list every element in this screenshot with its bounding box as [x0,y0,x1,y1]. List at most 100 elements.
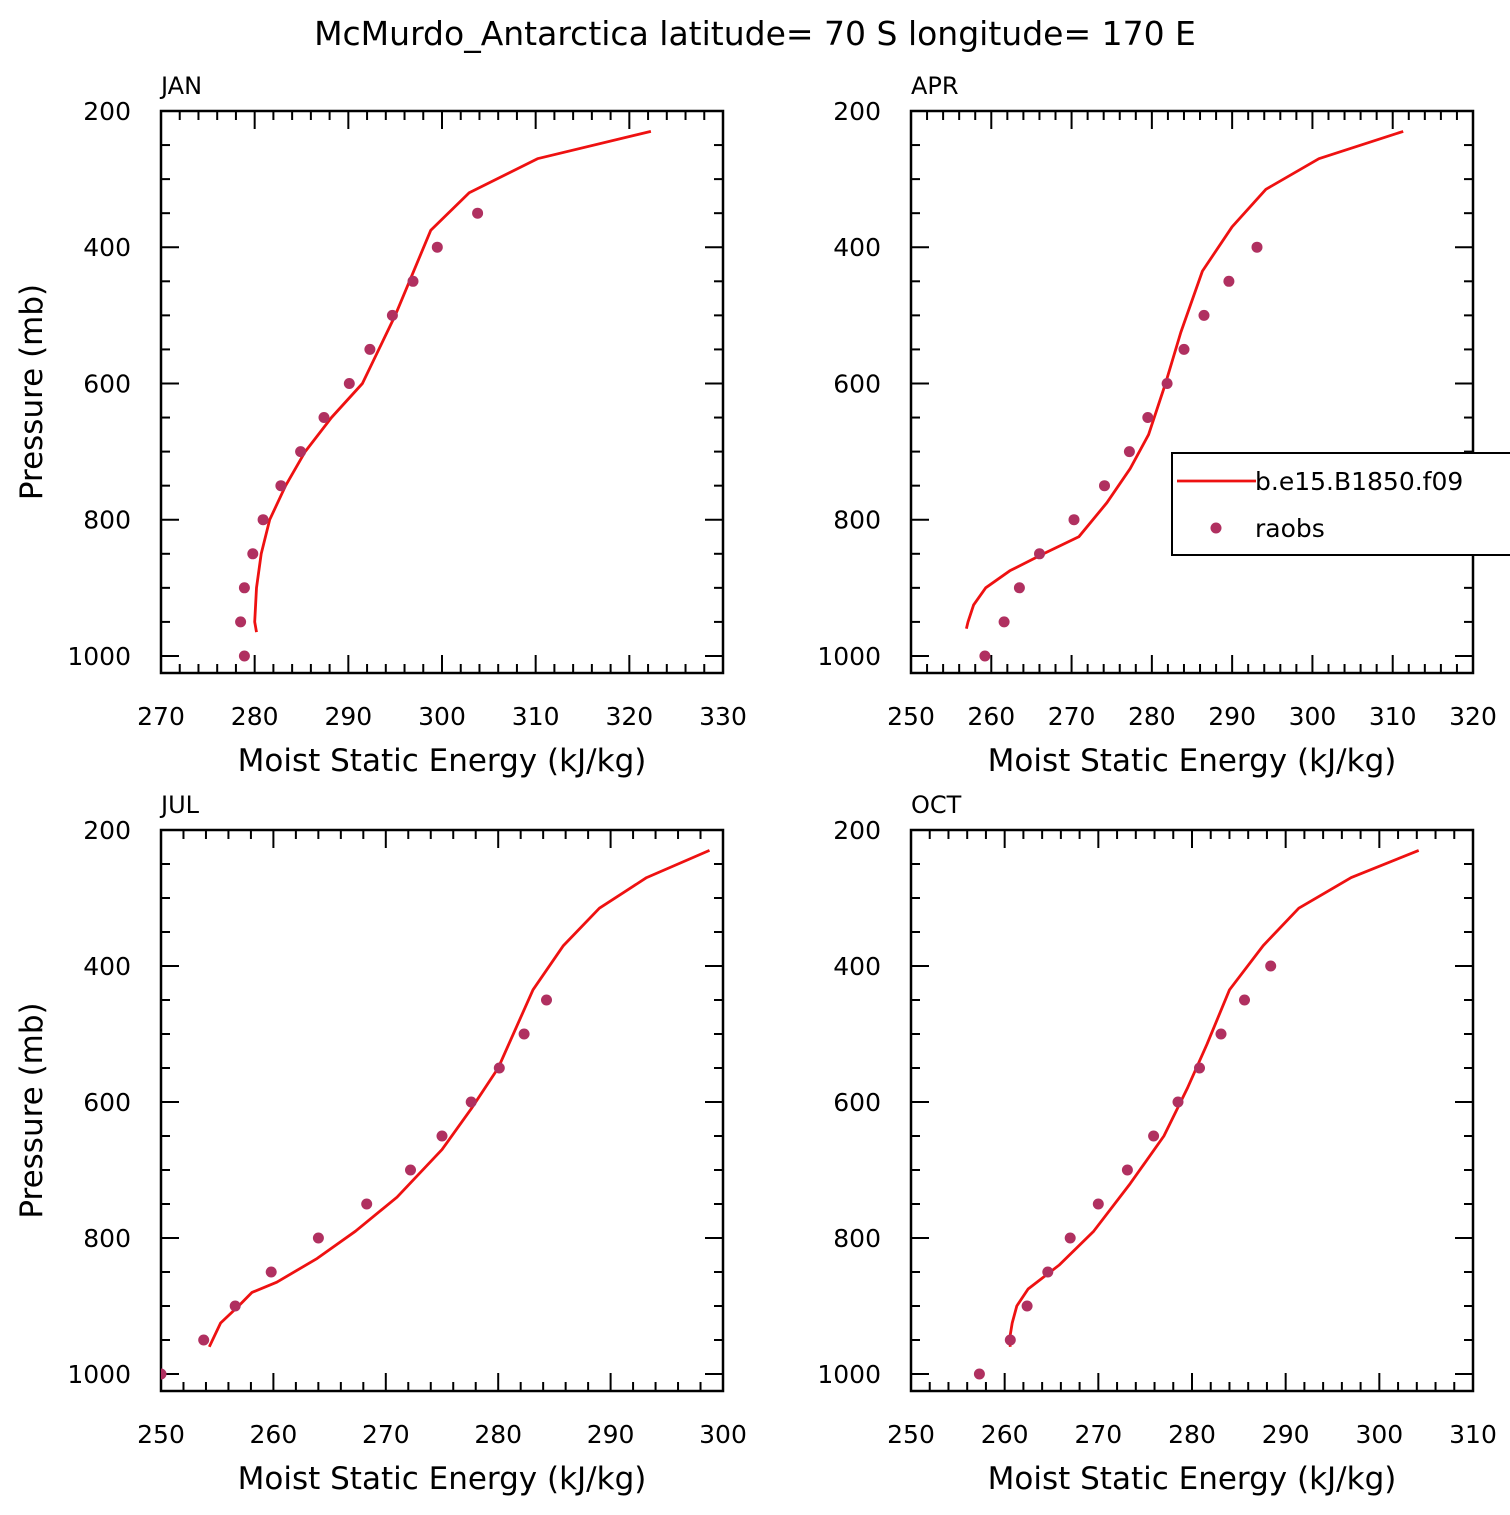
raobs-point [343,378,355,389]
raobs-point [1068,514,1080,526]
raobs-point [238,582,250,594]
x-tick-label: 250 [887,1420,935,1449]
raobs-point [1223,275,1235,287]
x-axis-label: Moist Static Energy (kJ/kg) [238,1461,647,1497]
raobs-point [405,1164,416,1176]
raobs-point [257,514,269,526]
raobs-point [1042,1266,1054,1278]
raobs-point [1064,1232,1076,1244]
panel-apr: APR 250 260 270 280 290 300 310 320 200 400 600 800 1… [817,72,1496,779]
x-tick-label: 270 [362,1420,410,1449]
x-tick-label: 300 [418,702,466,731]
x-tick-label: 270 [1048,702,1096,731]
raobs-point [318,412,330,423]
legend-label-raobs: raobs [1255,514,1325,543]
x-tick-label: 320 [605,702,653,731]
raobs-point [973,1368,985,1380]
x-tick-label: 260 [981,1420,1029,1449]
y-tick-label: 1000 [817,1360,881,1389]
x-tick-label: 280 [1168,1420,1216,1449]
y-tick-label: 200 [83,816,131,845]
x-tick-label: 290 [587,1420,635,1449]
plot-frame [909,828,1475,1393]
x-tick-label: 270 [1074,1420,1122,1449]
plot-area [973,849,1420,1380]
raobs-point [1215,1028,1227,1040]
raobs-point [235,616,247,628]
y-axis-label: Pressure (mb) [14,1002,50,1218]
panel-label: JUL [159,791,200,819]
x-tick-label: 250 [887,702,935,731]
raobs-point [247,548,259,560]
raobs-point [1123,446,1135,458]
x-tick-label: 290 [1208,702,1256,731]
y-tick-label: 600 [833,1088,881,1117]
legend-marker-swatch [1210,522,1222,534]
raobs-point [541,994,552,1006]
model-series-line [208,849,711,1348]
raobs-point [1148,1130,1160,1142]
raobs-point [161,1368,167,1380]
y-tick-label: 400 [83,952,131,981]
x-tick-label: 330 [699,702,747,731]
raobs-point [1121,1164,1133,1176]
y-tick-label: 1000 [817,642,881,671]
raobs-point [493,1062,505,1074]
x-tick-label: 260 [250,1420,298,1449]
raobs-point [275,480,287,492]
x-tick-label: 270 [137,702,185,731]
raobs-point [229,1300,241,1312]
x-tick-label: 300 [699,1420,747,1449]
y-tick-label: 800 [833,1224,881,1253]
raobs-point [295,446,307,458]
y-tick-label: 400 [833,952,881,981]
x-tick-label: 310 [512,702,560,731]
raobs-point [979,650,991,662]
raobs-point [1172,1096,1184,1108]
raobs-point [1034,548,1045,560]
raobs-point [361,1198,373,1210]
y-tick-label: 600 [83,369,131,398]
model-series-line [965,130,1404,630]
x-tick-label: 280 [231,702,279,731]
x-tick-label: 290 [324,702,372,731]
plot-area [235,130,652,662]
raobs-point [364,343,376,355]
x-tick-label: 300 [1355,1420,1403,1449]
x-tick-label: 280 [1128,702,1176,731]
raobs-point [465,1096,477,1108]
y-tick-label: 600 [833,369,881,398]
y-tick-label: 800 [83,1224,131,1253]
x-tick-label: 300 [1289,702,1337,731]
x-axis-label: Moist Static Energy (kJ/kg) [238,743,647,779]
y-tick-label: 200 [833,97,881,126]
x-tick-label: 280 [474,1420,522,1449]
legend-box [1171,452,1510,556]
x-tick-label: 250 [137,1420,185,1449]
y-tick-label: 600 [83,1088,131,1117]
raobs-point [1178,343,1190,355]
x-tick-label: 260 [967,702,1015,731]
x-axis-label: Moist Static Energy (kJ/kg) [988,1461,1397,1497]
raobs-point [386,309,398,321]
x-tick-label: 290 [1262,1420,1310,1449]
panel-jan: JAN 270 280 290 300 310 320 330 200 400 600 800 1000… [14,72,747,779]
panel-label: APR [911,72,959,100]
raobs-point [1161,378,1173,389]
panel-oct: OCT 250 260 270 280 290 300 310 200 400 600 800 1000… [817,791,1496,1497]
raobs-point [1013,582,1025,594]
raobs-point [1194,1062,1205,1074]
y-axis-label: Pressure (mb) [14,284,50,500]
legend: b.e15.B1850.f09 raobs [1171,452,1510,556]
panel-jul: JUL 250 260 270 280 290 300 200 400 600 800 1000 Moi… [14,791,747,1497]
raobs-point [1021,1300,1033,1312]
model-series-line [253,130,652,633]
raobs-point [1004,1334,1016,1346]
raobs-point [312,1232,324,1244]
x-axis-label: Moist Static Energy (kJ/kg) [988,743,1397,779]
panel-label: OCT [911,791,962,819]
raobs-point [472,207,484,219]
raobs-point [1092,1198,1104,1210]
